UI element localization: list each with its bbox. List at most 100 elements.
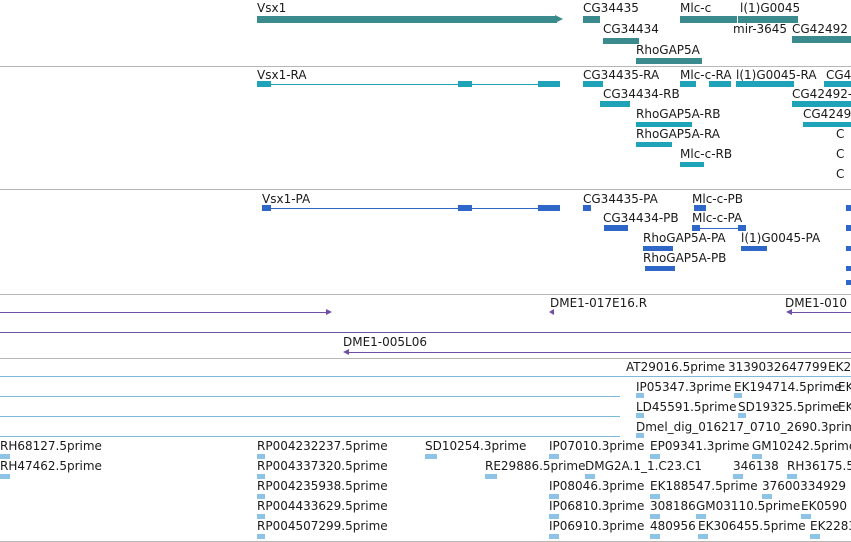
transcript-label[interactable]: RhoGAP5A-RB	[636, 107, 721, 121]
est-read[interactable]	[257, 474, 265, 479]
clone-arrow-left[interactable]	[549, 309, 554, 315]
est-label[interactable]: LD45591.5prime	[636, 400, 737, 414]
est-label[interactable]: EK188547.5prime	[650, 479, 758, 493]
est-label[interactable]: 3139032647799	[728, 360, 828, 374]
clone-line[interactable]	[0, 312, 326, 313]
protein-label[interactable]: Mlc-c-PB	[692, 192, 744, 206]
est-label[interactable]: 480956	[650, 519, 696, 533]
est-read[interactable]	[0, 474, 10, 479]
transcript-label[interactable]: CG4	[826, 68, 851, 82]
est-read[interactable]	[733, 474, 743, 479]
protein-exon[interactable]	[692, 225, 700, 231]
protein-exon[interactable]	[846, 225, 851, 231]
est-read-line[interactable]	[0, 416, 620, 417]
est-read[interactable]	[549, 534, 559, 539]
est-label[interactable]: RE29886.5prime	[485, 459, 586, 473]
est-read[interactable]	[549, 514, 559, 519]
transcript-exon[interactable]	[680, 162, 704, 167]
protein-exon[interactable]	[645, 266, 675, 271]
est-read-line[interactable]	[0, 376, 851, 377]
gene-label[interactable]: CG42492	[792, 22, 848, 36]
transcript-label[interactable]: l(1)G0045-RA	[736, 68, 817, 82]
est-label[interactable]: IP06910.3prime	[549, 519, 645, 533]
est-read[interactable]	[650, 534, 660, 539]
est-read[interactable]	[425, 454, 437, 459]
est-label[interactable]: DMG2A.1_1.C23.C1	[585, 459, 702, 473]
est-label[interactable]: RH36175.5	[787, 459, 851, 473]
est-label[interactable]: SD19325.5prime	[738, 400, 840, 414]
est-label[interactable]: IP07010.3prime	[549, 439, 645, 453]
protein-exon[interactable]	[741, 246, 767, 251]
protein-exon[interactable]	[262, 205, 271, 211]
est-label[interactable]: IP05347.3prime	[636, 380, 732, 394]
gene-feature-cg34434[interactable]	[603, 38, 639, 44]
est-read[interactable]	[650, 514, 660, 519]
protein-exon[interactable]	[846, 205, 851, 211]
est-label[interactable]: RP004232237.5prime	[257, 439, 388, 453]
transcript-label[interactable]: CG4249	[803, 107, 851, 121]
est-read[interactable]	[585, 474, 595, 479]
est-label[interactable]: EK0590	[801, 499, 847, 513]
transcript-exon[interactable]	[792, 101, 851, 107]
protein-exon[interactable]	[738, 225, 746, 231]
transcript-exon[interactable]	[736, 81, 794, 87]
est-read[interactable]	[0, 454, 10, 459]
est-read[interactable]	[257, 494, 265, 499]
est-label[interactable]: 308186	[650, 499, 696, 513]
transcript-label[interactable]: Vsx1-RA	[257, 68, 307, 82]
gene-feature-mlc-c[interactable]	[680, 16, 737, 23]
est-read[interactable]	[257, 534, 265, 539]
transcript-exon[interactable]	[680, 81, 696, 87]
est-read[interactable]	[696, 514, 706, 519]
est-label[interactable]: RP004507299.5prime	[257, 519, 388, 533]
gene-label[interactable]: CG34434	[603, 22, 659, 36]
est-read[interactable]	[636, 413, 644, 418]
transcript-label[interactable]: C	[836, 167, 845, 181]
est-read[interactable]	[636, 433, 644, 438]
gene-feature-vsx1-arrow[interactable]	[555, 15, 563, 23]
est-label[interactable]: AT29016.5prime	[626, 360, 726, 374]
est-label[interactable]: RP004235938.5prime	[257, 479, 388, 493]
est-read[interactable]	[734, 393, 742, 398]
gene-feature-cg34435[interactable]	[583, 16, 600, 23]
transcript-label[interactable]: C	[836, 127, 845, 141]
est-label[interactable]: EK306455.5prime	[698, 519, 806, 533]
est-label[interactable]: RP004433629.5prime	[257, 499, 388, 513]
gene-label[interactable]: Vsx1	[257, 1, 287, 15]
est-read-line[interactable]	[0, 396, 620, 397]
est-read[interactable]	[762, 494, 772, 499]
transcript-exon[interactable]	[538, 81, 560, 87]
clone-label[interactable]: DME1-017E16.R	[550, 296, 648, 310]
est-read[interactable]	[698, 534, 708, 539]
est-read[interactable]	[257, 454, 265, 459]
protein-label[interactable]: RhoGAP5A-PA	[643, 231, 726, 245]
transcript-exon[interactable]	[458, 81, 472, 87]
est-label[interactable]: EK2	[828, 360, 851, 374]
est-read[interactable]	[801, 514, 811, 519]
est-label[interactable]: RH47462.5prime	[0, 459, 102, 473]
transcript-label[interactable]: CG42492-	[792, 87, 851, 101]
est-read[interactable]	[636, 393, 644, 398]
est-read[interactable]	[810, 534, 820, 539]
transcript-label[interactable]: C	[836, 147, 845, 161]
protein-exon[interactable]	[643, 246, 673, 251]
est-label[interactable]: RP004337320.5prime	[257, 459, 388, 473]
gene-label[interactable]: Mlc-c	[680, 1, 712, 15]
clone-label[interactable]: DME1-005L06	[343, 335, 427, 349]
protein-label[interactable]: Mlc-c-PA	[692, 211, 743, 225]
est-label[interactable]: EP09341.3prime	[650, 439, 750, 453]
gene-label[interactable]: mir-3645	[733, 22, 788, 36]
est-label[interactable]: 37600334929	[762, 479, 846, 493]
protein-label[interactable]: RhoGAP5A-PB	[643, 251, 727, 265]
est-read[interactable]	[738, 413, 746, 418]
est-label[interactable]: Dmel_dig_016217_0710_2690.3prime	[636, 420, 851, 434]
gene-feature-vsx1[interactable]	[257, 16, 557, 23]
clone-arrow-left[interactable]	[343, 349, 349, 355]
est-read[interactable]	[485, 474, 497, 479]
protein-label[interactable]: CG34434-PB	[603, 211, 679, 225]
gene-label[interactable]: RhoGAP5A	[636, 43, 700, 57]
est-read[interactable]	[549, 494, 559, 499]
protein-label[interactable]: l(1)G0045-PA	[741, 231, 821, 245]
est-read-line[interactable]	[0, 436, 620, 437]
est-label[interactable]: RH68127.5prime	[0, 439, 102, 453]
